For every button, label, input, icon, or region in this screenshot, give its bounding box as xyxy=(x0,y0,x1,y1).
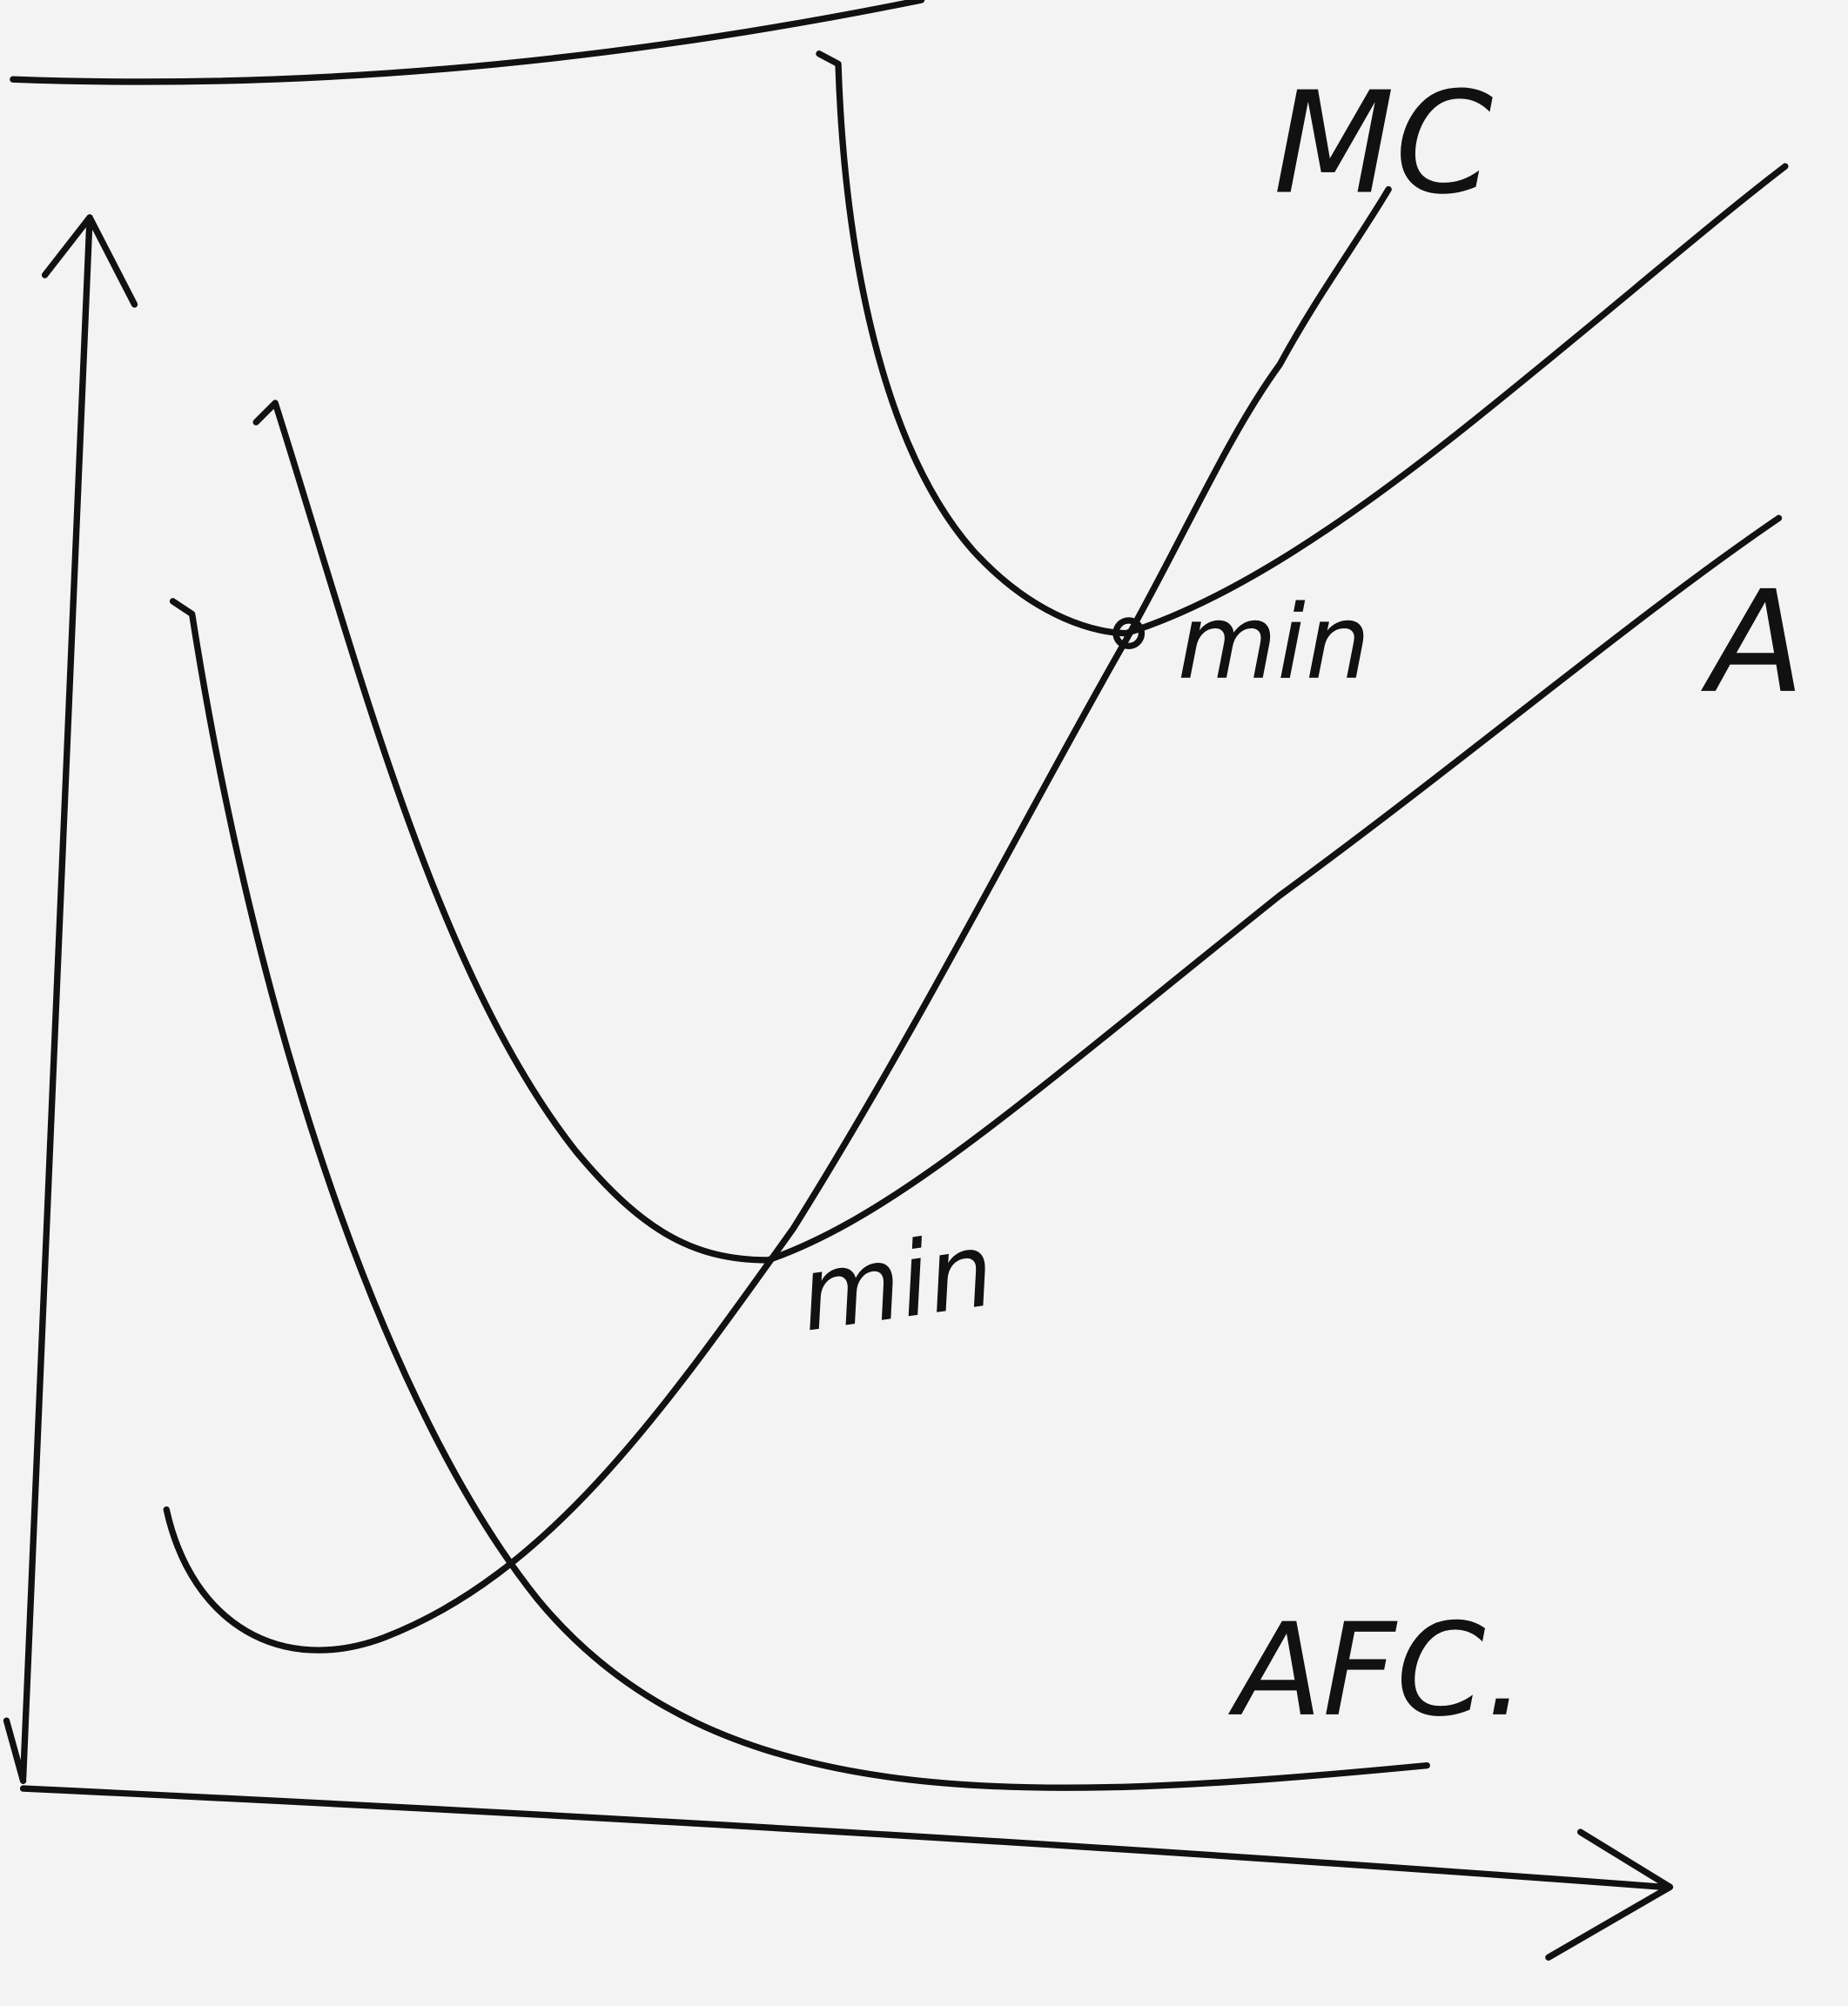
mc-curve xyxy=(163,185,1392,1654)
y-axis xyxy=(19,214,93,1782)
afc-label: AFC. xyxy=(1228,1596,1526,1745)
y-arrow xyxy=(41,214,138,308)
x-arrow xyxy=(1545,1828,1674,1961)
atc-curve xyxy=(816,50,1789,637)
min-point xyxy=(1112,617,1146,650)
axis-tick xyxy=(3,1717,27,1784)
mc-label: MC xyxy=(1273,63,1494,226)
min-label: min xyxy=(1178,583,1371,702)
cut-label: A xyxy=(1701,561,1805,725)
x-axis xyxy=(19,1785,1667,1890)
min-label: min xyxy=(793,1210,1001,1355)
afc-curve xyxy=(169,598,1430,1791)
avc-curve xyxy=(252,399,1783,1264)
top-line xyxy=(10,0,925,85)
